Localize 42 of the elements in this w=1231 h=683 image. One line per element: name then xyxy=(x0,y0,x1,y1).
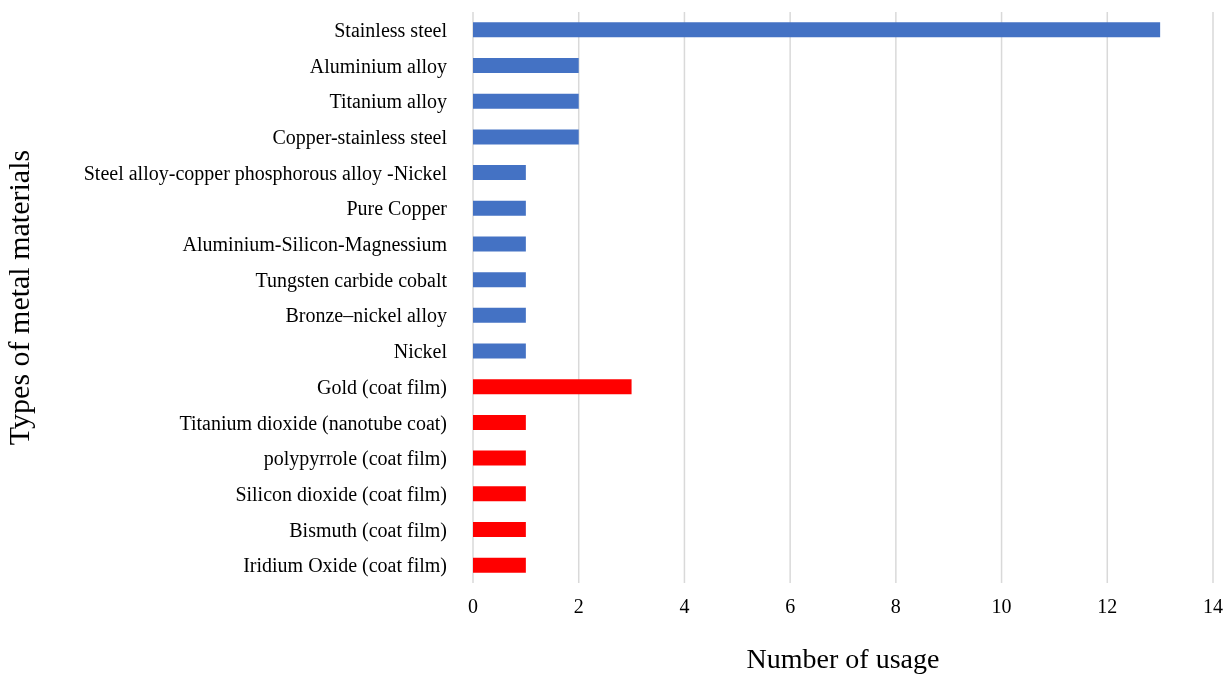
x-tick-label: 8 xyxy=(890,595,901,618)
y-tick-label: Titanium alloy xyxy=(329,90,447,114)
y-tick-label: polypyrrole (coat film) xyxy=(263,447,447,471)
bar xyxy=(473,521,526,537)
x-tick-label: 14 xyxy=(1203,595,1223,618)
bar xyxy=(473,379,632,395)
x-tick-label: 2 xyxy=(573,595,584,618)
x-axis-title: Number of usage xyxy=(746,643,940,674)
y-tick-label: Pure Copper xyxy=(346,197,448,221)
y-tick-label: Gold (coat film) xyxy=(317,375,447,399)
y-tick-label: Copper-stainless steel xyxy=(272,126,448,150)
bar xyxy=(473,557,526,573)
bar xyxy=(473,22,1161,38)
y-tick-label: Bismuth (coat film) xyxy=(289,518,447,542)
y-tick-label: Aluminium-Silicon-Magnessium xyxy=(182,233,448,257)
y-tick-label: Steel alloy-copper phosphorous alloy -Nickel xyxy=(83,161,448,185)
y-tick-label: Nickel xyxy=(393,340,448,363)
bar xyxy=(473,165,526,181)
bar xyxy=(473,272,526,288)
bar xyxy=(473,307,526,323)
y-axis-title: Types of metal materials xyxy=(1,149,35,446)
bar xyxy=(473,93,579,109)
bar xyxy=(473,58,579,74)
y-tick-label: Silicon dioxide (coat film) xyxy=(235,482,447,506)
y-tick-label: Iridium Oxide (coat film) xyxy=(243,554,447,578)
y-tick-label: Bronze–nickel alloy xyxy=(285,304,447,328)
y-tick-label: Aluminium alloy xyxy=(309,54,447,78)
bar xyxy=(473,200,526,216)
bar xyxy=(473,486,526,502)
y-tick-label: Titanium dioxide (nanotube coat) xyxy=(179,411,447,435)
bar xyxy=(473,343,526,359)
bar xyxy=(473,450,526,466)
y-tick-label: Stainless steel xyxy=(334,18,448,41)
bar xyxy=(473,236,526,252)
y-tick-label: Tungsten carbide cobalt xyxy=(255,268,448,292)
bar xyxy=(473,129,579,145)
x-tick-label: 10 xyxy=(991,595,1012,618)
x-tick-label: 6 xyxy=(785,595,796,618)
bar xyxy=(473,414,526,430)
x-tick-label: 0 xyxy=(468,595,478,618)
x-tick-label: 4 xyxy=(679,595,690,618)
x-tick-label: 12 xyxy=(1097,595,1118,618)
